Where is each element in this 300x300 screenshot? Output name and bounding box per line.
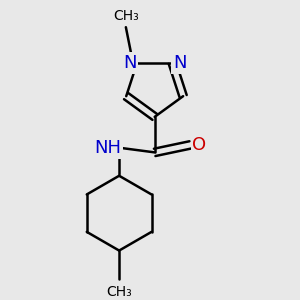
Text: NH: NH	[94, 139, 122, 157]
Text: CH₃: CH₃	[113, 9, 139, 23]
Text: O: O	[193, 136, 207, 154]
Text: N: N	[173, 54, 187, 72]
Text: CH₃: CH₃	[106, 285, 132, 299]
Text: N: N	[123, 54, 136, 72]
